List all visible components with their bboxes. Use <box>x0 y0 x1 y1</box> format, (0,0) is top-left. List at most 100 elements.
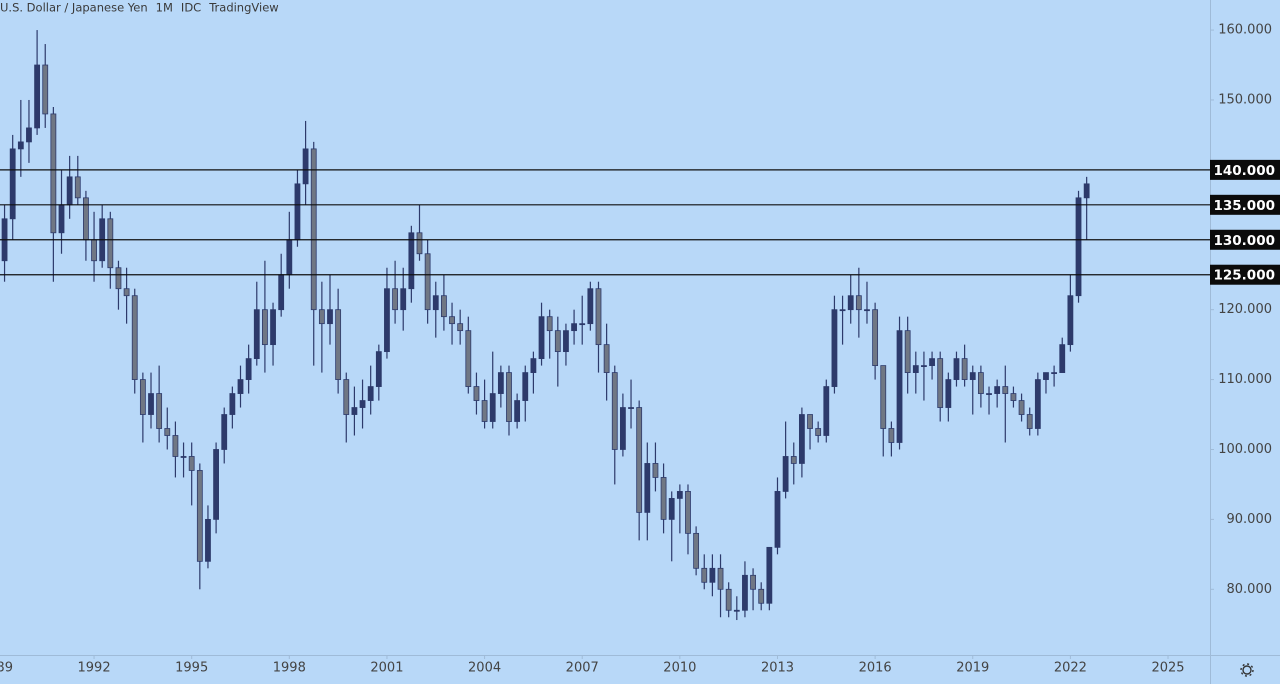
x-tick-label: 2004 <box>468 661 501 676</box>
candle-body <box>375 351 382 387</box>
candle-body <box>74 176 81 199</box>
header-text: 1M <box>156 1 173 15</box>
candle-body <box>522 372 529 401</box>
candle-body <box>229 393 236 415</box>
candle-body <box>164 428 171 436</box>
candle-body <box>652 463 659 478</box>
y-tick-label: 150.000 <box>1218 92 1272 107</box>
candle-body <box>660 477 667 520</box>
candle-body <box>205 518 211 562</box>
candle-body <box>872 309 879 366</box>
candle-body <box>717 567 724 590</box>
candle-body <box>1059 344 1066 373</box>
candle-body <box>839 309 846 312</box>
x-tick-label: 1995 <box>175 661 208 676</box>
candle-body <box>636 407 643 513</box>
candle-body <box>986 393 992 395</box>
x-tick-label: 1992 <box>78 661 111 676</box>
candle-body <box>1043 372 1049 380</box>
candle-body <box>262 309 268 346</box>
candle-body <box>148 393 154 415</box>
candle-body <box>196 470 203 562</box>
candle-body <box>823 386 830 436</box>
candle-body <box>538 316 545 360</box>
candle-body <box>1018 400 1025 415</box>
candle-body <box>628 407 634 409</box>
y-tick-label: 80.000 <box>1227 582 1273 597</box>
candle-body <box>327 309 333 325</box>
candle-body <box>473 386 480 401</box>
candle-body <box>855 295 862 311</box>
candle-body <box>554 330 561 353</box>
level-label-box <box>1210 229 1280 250</box>
candle-body <box>131 295 138 380</box>
candle-body <box>831 309 838 387</box>
candle-body <box>693 532 700 569</box>
x-tick-label: 1989 <box>0 661 13 676</box>
candle-body <box>221 414 228 450</box>
candle-body <box>807 414 813 429</box>
candle-body <box>416 232 423 255</box>
candle-body <box>1010 393 1017 401</box>
candle-body <box>91 239 97 262</box>
candle-body <box>798 414 805 464</box>
x-tick-label: 1998 <box>273 661 306 676</box>
candle-body <box>912 365 919 373</box>
settings-icon[interactable] <box>1240 663 1254 677</box>
candle-body <box>107 218 114 269</box>
x-tick-label: 2010 <box>663 661 696 676</box>
candle-body <box>1034 379 1041 429</box>
candle-body <box>546 316 553 332</box>
candle-body <box>994 386 1001 394</box>
candle-body <box>701 567 708 583</box>
candle-body <box>766 546 773 604</box>
candle-body <box>929 358 935 366</box>
candle-body <box>571 323 577 332</box>
x-tick-label: 2025 <box>1151 661 1184 676</box>
level-label-box <box>1210 159 1280 180</box>
candle-body <box>619 407 626 450</box>
level-label-box <box>1210 264 1280 285</box>
candle-body <box>58 204 65 234</box>
candle-body <box>945 379 952 408</box>
level-label: 130.000 <box>1214 233 1276 249</box>
candle-body <box>506 372 512 422</box>
candle-body <box>188 456 195 471</box>
candle-body <box>847 295 854 311</box>
level-label-box <box>1210 194 1280 215</box>
candles <box>1 30 1090 621</box>
candle-body <box>896 330 903 443</box>
candle-body <box>50 113 57 234</box>
header-text: TradingView <box>208 1 278 15</box>
candle-body <box>237 379 244 394</box>
candle-body <box>1026 414 1033 429</box>
candle-body <box>156 393 163 429</box>
candle-body <box>384 288 390 353</box>
y-tick-label: 90.000 <box>1227 512 1273 527</box>
candle-body <box>270 309 276 346</box>
candle-body <box>514 400 521 422</box>
candle-body <box>611 372 618 450</box>
x-tick-label: 2016 <box>859 661 892 676</box>
candle-body <box>408 232 415 290</box>
candle-body <box>481 400 488 422</box>
candle-body <box>668 498 675 520</box>
candle-body <box>1083 183 1090 199</box>
candle-body <box>595 288 602 346</box>
candle-body <box>937 358 944 408</box>
candle-body <box>644 463 651 513</box>
candle-body <box>359 400 366 408</box>
candle-body <box>864 309 870 312</box>
gear <box>1242 665 1252 675</box>
candle-body <box>294 183 301 241</box>
candle-body <box>400 288 407 311</box>
candle-body <box>83 197 89 241</box>
candle-body <box>725 588 732 611</box>
y-tick-label: 120.000 <box>1218 302 1272 317</box>
candle-body <box>904 330 911 373</box>
y-tick-label: 100.000 <box>1218 442 1272 457</box>
candle-body <box>9 148 16 220</box>
candle-body <box>392 288 398 311</box>
candle-body <box>977 372 984 394</box>
